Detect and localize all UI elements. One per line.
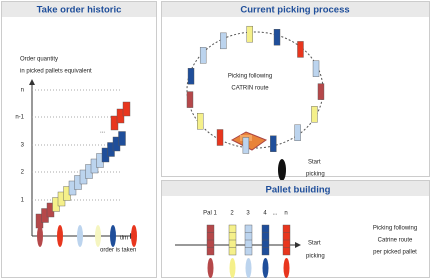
note: Catrine route	[378, 238, 413, 244]
pallet-marker	[208, 258, 214, 278]
pallet	[295, 125, 301, 141]
pallet-marker	[263, 258, 269, 278]
block	[123, 102, 130, 116]
building-panel: Pallet building Picking following Catrin…	[162, 181, 430, 278]
pallet	[197, 113, 203, 129]
block	[119, 132, 126, 146]
pallet	[274, 29, 280, 45]
pallet	[318, 84, 324, 100]
pallet	[270, 136, 276, 152]
pallet	[313, 61, 319, 77]
y-label: n-1	[15, 115, 24, 121]
pallet-label: ...	[272, 211, 277, 217]
x-label: tim	[120, 236, 128, 242]
diagram: Take order historic Order quantity in pi…	[0, 0, 432, 280]
pallet	[217, 129, 223, 145]
panel-title: Current picking process	[240, 5, 349, 16]
route-text: Picking following	[228, 74, 272, 80]
note: per picked pallet	[373, 250, 417, 256]
panel-title: Take order historic	[37, 5, 122, 16]
start-text: Start	[308, 241, 321, 247]
axis-title: in picked pallets equivalent	[20, 69, 92, 75]
pallet	[188, 68, 194, 84]
pallet-label: Pal 1	[203, 211, 217, 217]
pallet	[200, 47, 206, 63]
start-text: picking	[306, 172, 325, 178]
pallet	[187, 92, 193, 108]
panel-title: Pallet building	[266, 185, 331, 196]
axis-title: Order quantity	[20, 57, 58, 63]
pallet	[247, 26, 253, 42]
order-marker	[131, 225, 137, 247]
pallet	[297, 41, 303, 57]
current-panel: Current picking process Picking followin…	[162, 2, 430, 182]
pallet	[311, 106, 317, 122]
pallet-marker	[246, 258, 252, 278]
pallet-marker	[230, 258, 236, 278]
start-text: picking	[306, 254, 325, 260]
order-marker	[57, 225, 63, 247]
pallet	[220, 33, 226, 49]
pallet-marker	[284, 258, 290, 278]
pallet	[243, 137, 249, 153]
y-label: n	[21, 88, 24, 94]
order-marker	[37, 225, 43, 247]
ellipsis: ...	[100, 129, 105, 135]
order-marker	[77, 225, 83, 247]
x-label: order is taken	[100, 248, 136, 254]
order-marker	[95, 225, 101, 247]
start-text: Start	[308, 160, 321, 166]
route-text: CATRIN route	[231, 86, 269, 92]
note: Picking following	[373, 226, 417, 232]
pallet-label: n	[284, 211, 287, 217]
order-marker	[110, 225, 116, 247]
